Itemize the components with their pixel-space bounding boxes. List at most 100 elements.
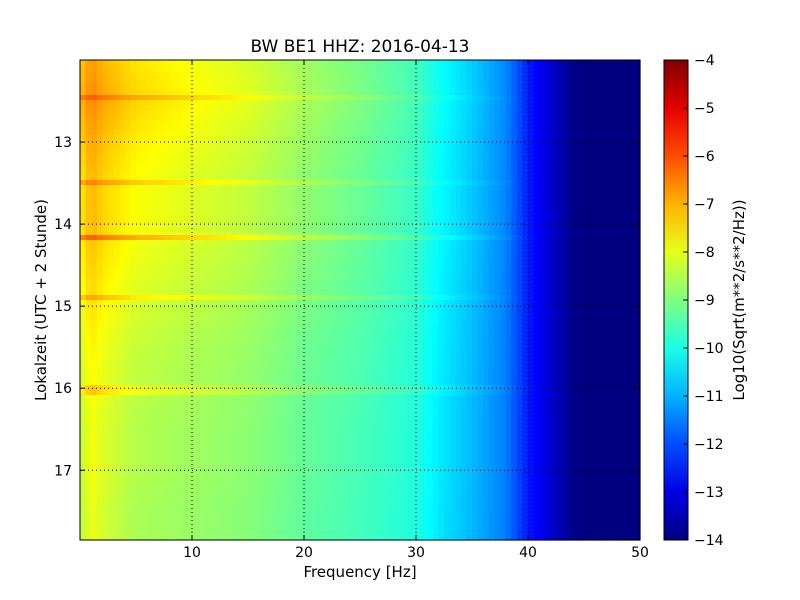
heatmap-cell bbox=[192, 200, 199, 206]
heatmap-cell bbox=[438, 265, 445, 271]
heatmap-cell bbox=[399, 285, 406, 291]
heatmap-cell bbox=[393, 130, 400, 136]
heatmap-cell bbox=[382, 75, 389, 81]
heatmap-cell bbox=[281, 75, 288, 81]
heatmap-cell bbox=[427, 255, 434, 261]
heatmap-cell bbox=[203, 60, 210, 66]
heatmap-cell bbox=[208, 215, 215, 221]
heatmap-cell bbox=[399, 295, 406, 301]
heatmap-cell bbox=[584, 135, 591, 141]
heatmap-cell bbox=[460, 175, 467, 181]
heatmap-cell bbox=[236, 205, 243, 211]
heatmap-cell bbox=[298, 260, 305, 266]
heatmap-cell bbox=[113, 200, 120, 206]
heatmap-cell bbox=[130, 105, 137, 111]
heatmap-cell bbox=[298, 295, 305, 301]
heatmap-cell bbox=[432, 215, 439, 221]
heatmap-cell bbox=[449, 85, 456, 91]
heatmap-cell bbox=[326, 220, 333, 226]
heatmap-cell bbox=[242, 125, 249, 131]
heatmap-cell bbox=[343, 145, 350, 151]
heatmap-cell bbox=[410, 270, 417, 276]
heatmap-cell bbox=[382, 305, 389, 311]
heatmap-cell bbox=[208, 145, 215, 151]
heatmap-cell bbox=[628, 150, 635, 156]
heatmap-cell bbox=[606, 240, 613, 246]
heatmap-cell bbox=[343, 230, 350, 236]
heatmap-cell bbox=[628, 200, 635, 206]
heatmap-cell bbox=[192, 85, 199, 91]
heatmap-cell bbox=[427, 195, 434, 201]
heatmap-cell bbox=[416, 245, 423, 251]
heatmap-cell bbox=[96, 215, 103, 221]
heatmap-cell bbox=[365, 200, 372, 206]
heatmap-cell bbox=[141, 140, 148, 146]
heatmap-cell bbox=[348, 250, 355, 256]
heatmap-cell bbox=[494, 175, 501, 181]
heatmap-cell bbox=[264, 295, 271, 301]
heatmap-cell bbox=[298, 80, 305, 86]
heatmap-cell bbox=[365, 305, 372, 311]
heatmap-cell bbox=[505, 280, 512, 286]
heatmap-cell bbox=[416, 190, 423, 196]
heatmap-cell bbox=[136, 135, 143, 141]
heatmap-cell bbox=[584, 280, 591, 286]
heatmap-cell bbox=[421, 125, 428, 131]
heatmap-cell bbox=[544, 215, 551, 221]
heatmap-cell bbox=[85, 145, 92, 151]
heatmap-cell bbox=[404, 270, 411, 276]
heatmap-cell bbox=[164, 175, 171, 181]
heatmap-cell bbox=[528, 200, 535, 206]
heatmap-cell bbox=[292, 170, 299, 176]
heatmap-cell bbox=[298, 225, 305, 231]
heatmap-cell bbox=[567, 165, 574, 171]
heatmap-cell bbox=[606, 200, 613, 206]
heatmap-cell bbox=[393, 95, 400, 101]
heatmap-cell bbox=[399, 175, 406, 181]
heatmap-cell bbox=[326, 115, 333, 121]
heatmap-cell bbox=[404, 275, 411, 281]
heatmap-cell bbox=[214, 185, 221, 191]
heatmap-cell bbox=[567, 195, 574, 201]
heatmap-cell bbox=[455, 255, 462, 261]
heatmap-cell bbox=[584, 265, 591, 271]
heatmap-cell bbox=[477, 275, 484, 281]
heatmap-cell bbox=[539, 215, 546, 221]
heatmap-cell bbox=[276, 100, 283, 106]
heatmap-cell bbox=[483, 290, 490, 296]
heatmap-cell bbox=[511, 100, 518, 106]
heatmap-cell bbox=[404, 215, 411, 221]
heatmap-cell bbox=[606, 95, 613, 101]
heatmap-cell bbox=[354, 170, 361, 176]
heatmap-cell bbox=[225, 130, 232, 136]
heatmap-cell bbox=[175, 180, 182, 186]
heatmap-cell bbox=[488, 260, 495, 266]
heatmap-cell bbox=[539, 95, 546, 101]
heatmap-cell bbox=[567, 160, 574, 166]
heatmap-cell bbox=[309, 60, 316, 66]
heatmap-cell bbox=[628, 120, 635, 126]
heatmap-cell bbox=[393, 115, 400, 121]
heatmap-cell bbox=[337, 240, 344, 246]
heatmap-cell bbox=[494, 305, 501, 311]
heatmap-cell bbox=[544, 275, 551, 281]
heatmap-cell bbox=[169, 220, 176, 226]
heatmap-cell bbox=[634, 240, 641, 246]
heatmap-cell bbox=[550, 140, 557, 146]
heatmap-cell bbox=[404, 180, 411, 186]
heatmap-cell bbox=[483, 225, 490, 231]
heatmap-cell bbox=[561, 200, 568, 206]
heatmap-cell bbox=[102, 250, 109, 256]
heatmap-cell bbox=[500, 275, 507, 281]
heatmap-cell bbox=[348, 210, 355, 216]
heatmap-cell bbox=[85, 205, 92, 211]
heatmap-cell bbox=[567, 155, 574, 161]
heatmap-cell bbox=[612, 70, 619, 76]
heatmap-cell bbox=[449, 175, 456, 181]
heatmap-cell bbox=[432, 235, 439, 241]
heatmap-cell bbox=[192, 150, 199, 156]
heatmap-cell bbox=[589, 90, 596, 96]
heatmap-cell bbox=[169, 160, 176, 166]
heatmap-cell bbox=[152, 260, 159, 266]
heatmap-cell bbox=[175, 245, 182, 251]
